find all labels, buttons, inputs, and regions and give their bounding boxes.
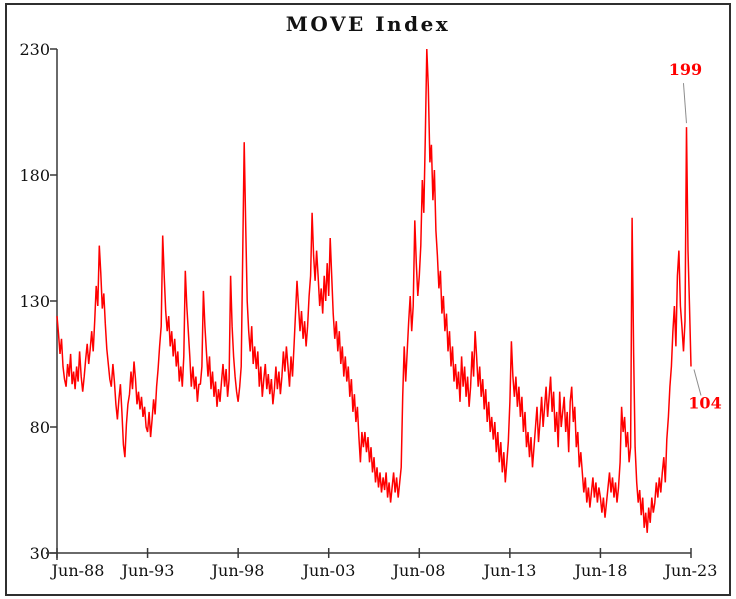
y-axis: 230 180 130 80 30 [19, 40, 58, 563]
move-index-series-line [56, 48, 692, 533]
x-tick-label: Jun-18 [573, 561, 628, 580]
x-tick-label: Jun-08 [391, 561, 446, 580]
annotation-leader-line [682, 83, 687, 124]
y-tick-label: 230 [19, 40, 50, 59]
x-tick-label: Jun-23 [663, 561, 718, 580]
annotation-label-104: 104 [688, 394, 721, 413]
chart-title: MOVE Index [285, 12, 451, 36]
x-tick-label: Jun-03 [301, 561, 356, 580]
axis-ticks [50, 48, 692, 558]
move-index-line [56, 48, 692, 533]
annotation-leader-line [693, 369, 702, 396]
y-tick-label: 180 [19, 166, 50, 185]
x-tick-label: Jun-98 [210, 561, 265, 580]
annotations: 199 104 [669, 60, 722, 412]
y-tick-label: 80 [30, 418, 50, 437]
x-axis: Jun-88 Jun-93 Jun-98 Jun-03 Jun-08 Jun-1… [46, 552, 718, 580]
x-tick-label: Jun-13 [482, 561, 537, 580]
annotation-label-199: 199 [669, 60, 702, 79]
x-tick-label: Jun-88 [50, 561, 105, 580]
x-tick-label: Jun-93 [120, 561, 175, 580]
y-tick-label: 130 [19, 292, 50, 311]
y-tick-label: 30 [30, 544, 50, 563]
